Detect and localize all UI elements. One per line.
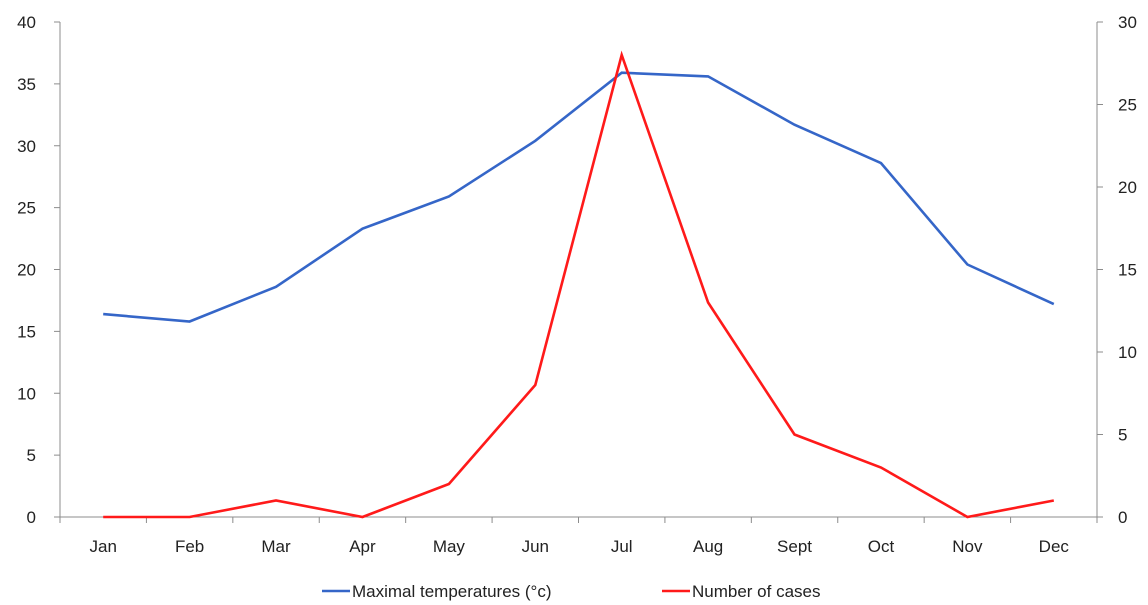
right-tick-label: 30 [1118, 13, 1137, 32]
x-tick-label: Apr [349, 537, 376, 556]
legend: Maximal temperatures (°c) Number of cases [322, 582, 821, 601]
right-tick-label: 20 [1118, 178, 1137, 197]
x-tick-label: May [433, 537, 466, 556]
left-tick-label: 0 [27, 508, 36, 527]
x-tick-label: Nov [952, 537, 983, 556]
series-layer [103, 50, 1055, 519]
x-axis: Jan Feb Mar Apr May Jun Jul Aug Sept Oct Nov Dec [59, 516, 1098, 556]
left-tick-label: 25 [17, 199, 36, 218]
left-tick-label: 20 [17, 261, 36, 280]
right-tick-label: 15 [1118, 261, 1137, 280]
right-tick-label: 10 [1118, 343, 1137, 362]
x-tick-label: Oct [868, 537, 895, 556]
legend-label: Number of cases [692, 582, 821, 601]
left-tick-label: 15 [17, 322, 36, 341]
right-tick-label: 25 [1118, 96, 1137, 115]
x-tick-label: Aug [693, 537, 723, 556]
left-y-axis: 0 5 10 15 20 25 30 35 40 [17, 13, 61, 527]
x-tick-label: Feb [175, 537, 204, 556]
series-line-cases [103, 50, 1055, 519]
left-tick-label: 40 [17, 13, 36, 32]
legend-label: Maximal temperatures (°c) [352, 582, 552, 601]
left-tick-label: 10 [17, 384, 36, 403]
x-tick-label: Mar [261, 537, 291, 556]
right-y-axis: 0 5 10 15 20 25 30 [1096, 13, 1137, 527]
x-tick-label: Jul [611, 537, 633, 556]
x-tick-label: Sept [777, 537, 812, 556]
x-tick-label: Jan [89, 537, 116, 556]
x-tick-label: Jun [522, 537, 549, 556]
series-line-temperature [103, 71, 1055, 323]
left-tick-label: 30 [17, 137, 36, 156]
left-tick-label: 35 [17, 75, 36, 94]
right-tick-label: 5 [1118, 426, 1127, 445]
x-tick-label: Dec [1039, 537, 1070, 556]
right-tick-label: 0 [1118, 508, 1127, 527]
left-tick-label: 5 [27, 446, 36, 465]
